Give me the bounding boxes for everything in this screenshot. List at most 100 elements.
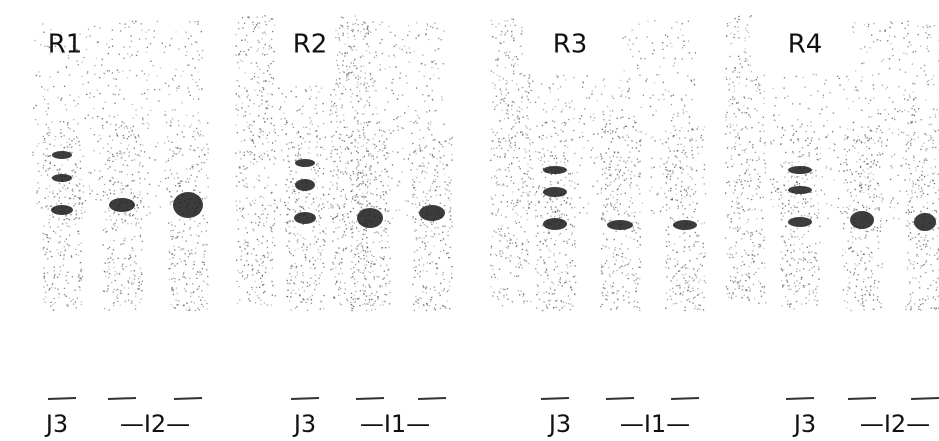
speckle-dot (663, 174, 664, 175)
speckle-dot (375, 309, 376, 310)
speckle-dot (421, 63, 422, 64)
speckle-dot (685, 95, 686, 96)
speckle-dot (520, 200, 521, 201)
speckle-dot (78, 204, 79, 205)
speckle-dot (344, 127, 345, 128)
speckle-dot (652, 136, 653, 137)
speckle-dot (628, 137, 629, 138)
speckle-dot (289, 283, 290, 284)
speckle-dot (584, 108, 585, 109)
speckle-dot (273, 125, 274, 126)
speckle-dot (684, 189, 685, 190)
speckle-dot (183, 230, 184, 231)
speckle-dot (676, 252, 677, 253)
speckle-dot (69, 95, 70, 96)
speckle-dot (342, 26, 343, 27)
speckle-dot (263, 81, 264, 82)
speckle-dot (670, 95, 671, 96)
speckle-dot (568, 219, 569, 220)
speckle-dot (361, 195, 362, 196)
speckle-dot (155, 146, 156, 147)
speckle-dot (615, 178, 616, 179)
speckle-dot (260, 258, 261, 259)
speckle-dot (413, 122, 414, 123)
speckle-dot (347, 22, 348, 23)
speckle-dot (81, 270, 82, 271)
speckle-dot (505, 153, 506, 154)
speckle-dot (418, 165, 419, 166)
speckle-dot (260, 132, 261, 133)
speckle-dot (662, 49, 663, 50)
speckle-dot (374, 278, 375, 279)
speckle-dot (207, 122, 208, 123)
speckle-dot (449, 139, 450, 140)
speckle-dot (548, 232, 549, 233)
speckle-dot (262, 236, 263, 237)
speckle-dot (552, 293, 553, 294)
speckle-dot (68, 127, 69, 128)
speckle-dot (620, 157, 621, 158)
speckle-dot (380, 287, 381, 288)
speckle-dot (199, 309, 200, 310)
speckle-dot (536, 264, 537, 265)
speckle-dot (199, 122, 200, 123)
speckle-dot (363, 84, 364, 85)
speckle-dot (197, 289, 198, 290)
speckle-dot (375, 295, 376, 296)
speckle-dot (39, 76, 40, 77)
speckle-dot (320, 155, 321, 156)
speckle-dot (538, 186, 539, 187)
speckle-dot (522, 53, 523, 54)
speckle-dot (254, 187, 255, 188)
speckle-dot (509, 51, 510, 52)
speckle-dot (507, 299, 508, 300)
speckle-dot (725, 120, 726, 121)
speckle-dot (126, 266, 127, 267)
speckle-dot (366, 148, 367, 149)
speckle-dot (171, 174, 172, 175)
speckle-dot (105, 192, 106, 193)
speckle-dot (566, 140, 567, 141)
speckle-dot (204, 154, 205, 155)
speckle-dot (107, 194, 108, 195)
speckle-dot (603, 205, 604, 206)
speckle-dot (564, 145, 565, 146)
speckle-dot (351, 72, 352, 73)
speckle-dot (443, 272, 444, 273)
speckle-dot (610, 203, 611, 204)
speckle-dot (189, 254, 190, 255)
speckle-dot (515, 136, 516, 137)
speckle-dot (605, 188, 606, 189)
speckle-dot (347, 26, 348, 27)
speckle-dot (511, 162, 512, 163)
speckle-dot (114, 103, 115, 104)
speckle-dot (605, 184, 606, 185)
speckle-dot (333, 231, 334, 232)
speckle-dot (69, 144, 70, 145)
speckle-dot (511, 105, 512, 106)
speckle-dot (45, 198, 46, 199)
speckle-dot (264, 187, 265, 188)
speckle-dot (607, 185, 608, 186)
speckle-dot (358, 101, 359, 102)
speckle-dot (416, 22, 417, 23)
speckle-dot (429, 204, 430, 205)
speckle-dot (318, 206, 319, 207)
speckle-dot (203, 135, 204, 136)
speckle-dot (674, 220, 675, 221)
speckle-dot (692, 154, 693, 155)
speckle-dot (423, 305, 424, 306)
speckle-dot (689, 250, 690, 251)
speckle-dot (412, 185, 413, 186)
speckle-dot (384, 68, 385, 69)
speckle-dot (392, 164, 393, 165)
speckle-dot (622, 253, 623, 254)
speckle-dot (135, 21, 136, 22)
speckle-dot (262, 255, 263, 256)
speckle-dot (82, 84, 83, 85)
speckle-dot (354, 272, 355, 273)
speckle-dot (309, 128, 310, 129)
speckle-dot (44, 138, 45, 139)
speckle-dot (337, 187, 338, 188)
speckle-dot (244, 248, 245, 249)
